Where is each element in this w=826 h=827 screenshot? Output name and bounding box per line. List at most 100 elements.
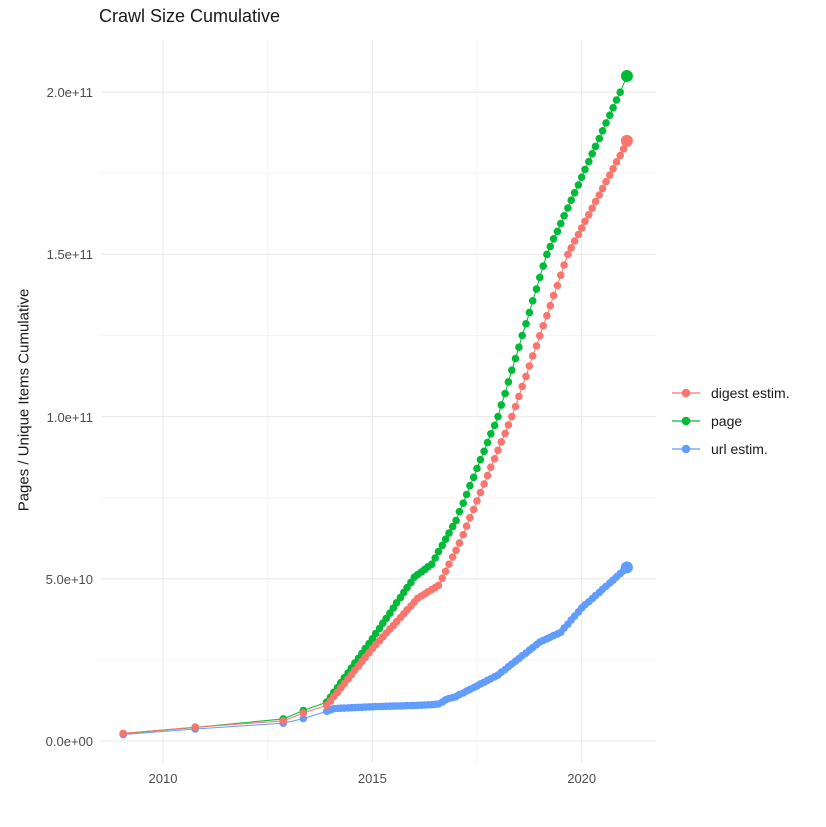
data-point bbox=[577, 173, 586, 181]
data-point bbox=[585, 157, 593, 166]
data-point bbox=[606, 111, 614, 119]
data-point bbox=[469, 505, 478, 514]
data-point bbox=[462, 522, 471, 530]
data-point bbox=[574, 230, 583, 239]
data-point bbox=[494, 446, 502, 455]
legend-item: url estim. bbox=[671, 435, 790, 463]
data-point bbox=[570, 189, 579, 197]
data-point bbox=[528, 297, 537, 305]
legend-key-icon bbox=[672, 388, 700, 398]
data-point bbox=[581, 165, 589, 174]
data-point bbox=[543, 311, 551, 320]
data-point bbox=[620, 561, 633, 574]
data-point bbox=[428, 560, 436, 568]
data-point bbox=[504, 421, 513, 429]
data-point bbox=[619, 145, 628, 153]
data-point bbox=[620, 70, 633, 82]
data-point bbox=[497, 401, 506, 409]
data-point bbox=[585, 211, 593, 219]
data-point bbox=[595, 134, 604, 143]
y-axis-tick-label: 5.0e+10 bbox=[45, 571, 93, 587]
data-point bbox=[431, 554, 440, 562]
y-axis-tick-label: 2.0e+11 bbox=[46, 85, 93, 101]
data-point bbox=[525, 362, 534, 370]
data-point bbox=[494, 412, 502, 421]
data-point bbox=[518, 331, 526, 340]
data-point bbox=[515, 343, 523, 352]
data-point bbox=[455, 539, 464, 547]
data-point bbox=[119, 729, 127, 738]
data-point bbox=[508, 366, 516, 375]
data-point bbox=[532, 285, 541, 293]
data-point bbox=[612, 96, 621, 104]
data-point bbox=[459, 499, 468, 508]
data-point bbox=[455, 507, 464, 516]
data-point bbox=[490, 421, 499, 430]
data-point bbox=[522, 372, 530, 381]
data-point bbox=[501, 429, 509, 438]
data-point bbox=[539, 322, 547, 330]
data-point bbox=[462, 490, 471, 499]
data-point bbox=[299, 709, 308, 717]
data-point bbox=[480, 480, 488, 488]
data-point bbox=[518, 382, 526, 391]
data-point bbox=[553, 281, 562, 290]
data-point bbox=[525, 308, 534, 317]
data-point bbox=[612, 158, 621, 166]
data-point bbox=[543, 250, 551, 259]
data-point bbox=[595, 191, 604, 199]
data-point bbox=[448, 522, 457, 531]
data-point bbox=[577, 224, 586, 232]
data-point bbox=[549, 235, 558, 243]
legend-item: page bbox=[671, 407, 790, 435]
y-axis-tick-label: 1.5e+11 bbox=[46, 247, 93, 263]
data-point bbox=[497, 438, 506, 446]
data-point bbox=[441, 567, 450, 576]
data-point bbox=[567, 196, 575, 204]
y-axis-tick-label: 1.0e+11 bbox=[46, 409, 93, 425]
data-point bbox=[473, 464, 481, 473]
data-point bbox=[609, 165, 617, 173]
data-point bbox=[598, 127, 607, 135]
data-point bbox=[466, 481, 474, 490]
data-point bbox=[371, 629, 380, 638]
legend-key-icon bbox=[672, 416, 700, 426]
data-point bbox=[480, 447, 488, 456]
data-point bbox=[515, 392, 523, 401]
data-point bbox=[392, 599, 401, 607]
data-point bbox=[445, 560, 453, 568]
data-point bbox=[528, 352, 537, 360]
data-point bbox=[490, 455, 499, 463]
data-point bbox=[452, 516, 460, 525]
data-point bbox=[616, 151, 624, 160]
data-point bbox=[448, 553, 457, 561]
data-point bbox=[438, 574, 447, 582]
data-point bbox=[476, 455, 485, 464]
data-point bbox=[560, 212, 568, 220]
data-point bbox=[620, 134, 633, 147]
data-point bbox=[606, 171, 614, 179]
data-point bbox=[591, 197, 600, 206]
data-point bbox=[602, 177, 610, 186]
data-point bbox=[557, 219, 565, 228]
data-point bbox=[564, 204, 572, 212]
legend-key-icon bbox=[672, 444, 700, 454]
data-point bbox=[549, 291, 558, 300]
data-point bbox=[546, 301, 555, 310]
data-point bbox=[570, 237, 579, 245]
data-point bbox=[452, 546, 460, 555]
data-point bbox=[403, 583, 411, 592]
data-point bbox=[564, 250, 572, 259]
y-axis-tick-label: 0.0e+00 bbox=[45, 734, 93, 749]
data-point bbox=[483, 471, 492, 480]
data-point bbox=[609, 104, 617, 112]
data-point bbox=[434, 547, 443, 556]
data-point bbox=[279, 717, 288, 725]
data-point bbox=[591, 142, 600, 151]
data-point bbox=[588, 204, 596, 213]
data-point bbox=[511, 402, 520, 411]
data-point bbox=[553, 227, 562, 236]
data-point bbox=[191, 723, 199, 731]
data-point bbox=[546, 242, 555, 251]
